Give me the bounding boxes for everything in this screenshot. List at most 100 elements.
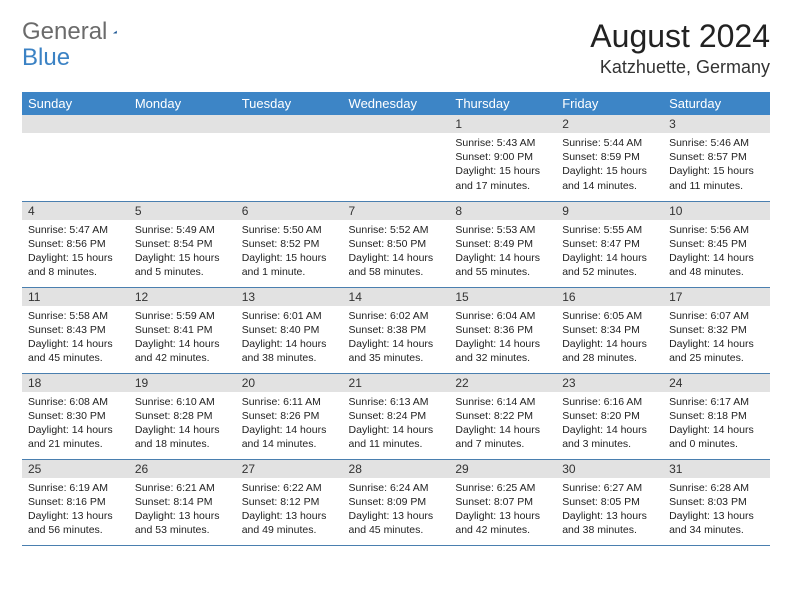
day-info: Sunrise: 6:16 AMSunset: 8:20 PMDaylight:…: [562, 395, 657, 452]
week-row: 25 Sunrise: 6:19 AMSunset: 8:16 PMDayligh…: [22, 459, 770, 545]
day-info: Sunrise: 6:24 AMSunset: 8:09 PMDaylight:…: [349, 481, 444, 538]
weekday-header: Tuesday: [236, 92, 343, 115]
day-cell: 26 Sunrise: 6:21 AMSunset: 8:14 PMDayligh…: [129, 459, 236, 545]
day-info: Sunrise: 5:58 AMSunset: 8:43 PMDaylight:…: [28, 309, 123, 366]
day-cell: 24Sunrise: 6:17 AMSunset: 8:18 PMDayligh…: [663, 373, 770, 459]
day-number: 27: [236, 460, 343, 478]
day-cell: 3Sunrise: 5:46 AMSunset: 8:57 PMDaylight…: [663, 115, 770, 201]
day-number: 7: [343, 202, 450, 220]
day-info: Sunrise: 6:13 AMSunset: 8:24 PMDaylight:…: [349, 395, 444, 452]
logo: General: [22, 18, 143, 46]
day-info: Sunrise: 5:47 AMSunset: 8:56 PMDaylight:…: [28, 223, 123, 280]
day-info: Sunrise: 6:10 AMSunset: 8:28 PMDaylight:…: [135, 395, 230, 452]
day-cell: 9Sunrise: 5:55 AMSunset: 8:47 PMDaylight…: [556, 201, 663, 287]
day-info: Sunrise: 6:21 AMSunset: 8:14 PMDaylight:…: [135, 481, 230, 538]
day-info: Sunrise: 6:07 AMSunset: 8:32 PMDaylight:…: [669, 309, 764, 366]
day-info: Sunrise: 6:08 AMSunset: 8:30 PMDaylight:…: [28, 395, 123, 452]
location: Katzhuette, Germany: [590, 57, 770, 78]
day-info: Sunrise: 5:44 AMSunset: 8:59 PMDaylight:…: [562, 136, 657, 193]
day-number: 24: [663, 374, 770, 392]
month-title: August 2024: [590, 18, 770, 55]
day-number: 10: [663, 202, 770, 220]
logo-text-blue: Blue: [22, 44, 70, 71]
day-cell: 5 Sunrise: 5:49 AMSunset: 8:54 PMDaylight…: [129, 201, 236, 287]
day-number: 17: [663, 288, 770, 306]
day-cell: 12Sunrise: 5:59 AMSunset: 8:41 PMDayligh…: [129, 287, 236, 373]
day-number: 15: [449, 288, 556, 306]
weekday-header: Sunday: [22, 92, 129, 115]
logo-text-general: General: [22, 18, 107, 46]
day-number: 12: [129, 288, 236, 306]
calendar-page: General August 2024 Katzhuette, Germany …: [0, 0, 792, 564]
day-number: 22: [449, 374, 556, 392]
day-cell: 17 Sunrise: 6:07 AMSunset: 8:32 PMDayligh…: [663, 287, 770, 373]
day-number: 14: [343, 288, 450, 306]
day-number: 18: [22, 374, 129, 392]
day-number-empty: [22, 115, 129, 133]
day-info: Sunrise: 6:28 AMSunset: 8:03 PMDaylight:…: [669, 481, 764, 538]
day-cell: 1 Sunrise: 5:43 AMSunset: 9:00 PMDaylight…: [449, 115, 556, 201]
day-info: Sunrise: 5:55 AMSunset: 8:47 PMDaylight:…: [562, 223, 657, 280]
day-cell: 19 Sunrise: 6:10 AMSunset: 8:28 PMDayligh…: [129, 373, 236, 459]
day-number-empty: [343, 115, 450, 133]
day-cell: [236, 115, 343, 201]
day-cell: 15Sunrise: 6:04 AMSunset: 8:36 PMDayligh…: [449, 287, 556, 373]
day-info: Sunrise: 6:11 AMSunset: 8:26 PMDaylight:…: [242, 395, 337, 452]
day-info: Sunrise: 6:01 AMSunset: 8:40 PMDaylight:…: [242, 309, 337, 366]
calendar-table: Sunday Monday Tuesday Wednesday Thursday…: [22, 92, 770, 546]
day-cell: 14 Sunrise: 6:02 AMSunset: 8:38 PMDayligh…: [343, 287, 450, 373]
day-number: 25: [22, 460, 129, 478]
day-number: 5: [129, 202, 236, 220]
day-cell: 27 Sunrise: 6:22 AMSunset: 8:12 PMDayligh…: [236, 459, 343, 545]
day-cell: 29Sunrise: 6:25 AMSunset: 8:07 PMDayligh…: [449, 459, 556, 545]
calendar-body: 1 Sunrise: 5:43 AMSunset: 9:00 PMDaylight…: [22, 115, 770, 545]
day-info: Sunrise: 6:27 AMSunset: 8:05 PMDaylight:…: [562, 481, 657, 538]
day-info: Sunrise: 5:53 AMSunset: 8:49 PMDaylight:…: [455, 223, 550, 280]
day-info: Sunrise: 6:19 AMSunset: 8:16 PMDaylight:…: [28, 481, 123, 538]
day-cell: 21Sunrise: 6:13 AMSunset: 8:24 PMDayligh…: [343, 373, 450, 459]
day-info: Sunrise: 6:14 AMSunset: 8:22 PMDaylight:…: [455, 395, 550, 452]
day-number: 1: [449, 115, 556, 133]
day-cell: [343, 115, 450, 201]
day-cell: 13Sunrise: 6:01 AMSunset: 8:40 PMDayligh…: [236, 287, 343, 373]
day-info: Sunrise: 6:05 AMSunset: 8:34 PMDaylight:…: [562, 309, 657, 366]
day-number-empty: [129, 115, 236, 133]
day-info: Sunrise: 5:43 AMSunset: 9:00 PMDaylight:…: [455, 136, 550, 193]
day-number: 23: [556, 374, 663, 392]
day-cell: 16Sunrise: 6:05 AMSunset: 8:34 PMDayligh…: [556, 287, 663, 373]
week-row: 11Sunrise: 5:58 AMSunset: 8:43 PMDayligh…: [22, 287, 770, 373]
day-info: Sunrise: 5:56 AMSunset: 8:45 PMDaylight:…: [669, 223, 764, 280]
day-number: 26: [129, 460, 236, 478]
day-cell: 25 Sunrise: 6:19 AMSunset: 8:16 PMDayligh…: [22, 459, 129, 545]
day-cell: 8 Sunrise: 5:53 AMSunset: 8:49 PMDaylight…: [449, 201, 556, 287]
weekday-header-row: Sunday Monday Tuesday Wednesday Thursday…: [22, 92, 770, 115]
day-cell: 18 Sunrise: 6:08 AMSunset: 8:30 PMDayligh…: [22, 373, 129, 459]
day-number: 19: [129, 374, 236, 392]
title-block: August 2024 Katzhuette, Germany: [590, 18, 770, 78]
day-cell: 11Sunrise: 5:58 AMSunset: 8:43 PMDayligh…: [22, 287, 129, 373]
day-info: Sunrise: 6:02 AMSunset: 8:38 PMDaylight:…: [349, 309, 444, 366]
day-cell: 7Sunrise: 5:52 AMSunset: 8:50 PMDaylight…: [343, 201, 450, 287]
day-cell: [129, 115, 236, 201]
day-cell: [22, 115, 129, 201]
header: General August 2024 Katzhuette, Germany: [22, 18, 770, 78]
day-number: 2: [556, 115, 663, 133]
day-info: Sunrise: 5:49 AMSunset: 8:54 PMDaylight:…: [135, 223, 230, 280]
day-cell: 23 Sunrise: 6:16 AMSunset: 8:20 PMDayligh…: [556, 373, 663, 459]
day-cell: 2 Sunrise: 5:44 AMSunset: 8:59 PMDaylight…: [556, 115, 663, 201]
logo-triangle-icon: [113, 22, 118, 42]
day-info: Sunrise: 6:22 AMSunset: 8:12 PMDaylight:…: [242, 481, 337, 538]
day-number: 6: [236, 202, 343, 220]
day-cell: 28Sunrise: 6:24 AMSunset: 8:09 PMDayligh…: [343, 459, 450, 545]
day-info: Sunrise: 5:50 AMSunset: 8:52 PMDaylight:…: [242, 223, 337, 280]
week-row: 18 Sunrise: 6:08 AMSunset: 8:30 PMDayligh…: [22, 373, 770, 459]
day-number: 8: [449, 202, 556, 220]
day-cell: 4Sunrise: 5:47 AMSunset: 8:56 PMDaylight…: [22, 201, 129, 287]
day-cell: 30Sunrise: 6:27 AMSunset: 8:05 PMDayligh…: [556, 459, 663, 545]
weekday-header: Thursday: [449, 92, 556, 115]
day-info: Sunrise: 5:46 AMSunset: 8:57 PMDaylight:…: [669, 136, 764, 193]
day-cell: 6 Sunrise: 5:50 AMSunset: 8:52 PMDaylight…: [236, 201, 343, 287]
day-info: Sunrise: 6:25 AMSunset: 8:07 PMDaylight:…: [455, 481, 550, 538]
weekday-header: Saturday: [663, 92, 770, 115]
week-row: 1 Sunrise: 5:43 AMSunset: 9:00 PMDaylight…: [22, 115, 770, 201]
